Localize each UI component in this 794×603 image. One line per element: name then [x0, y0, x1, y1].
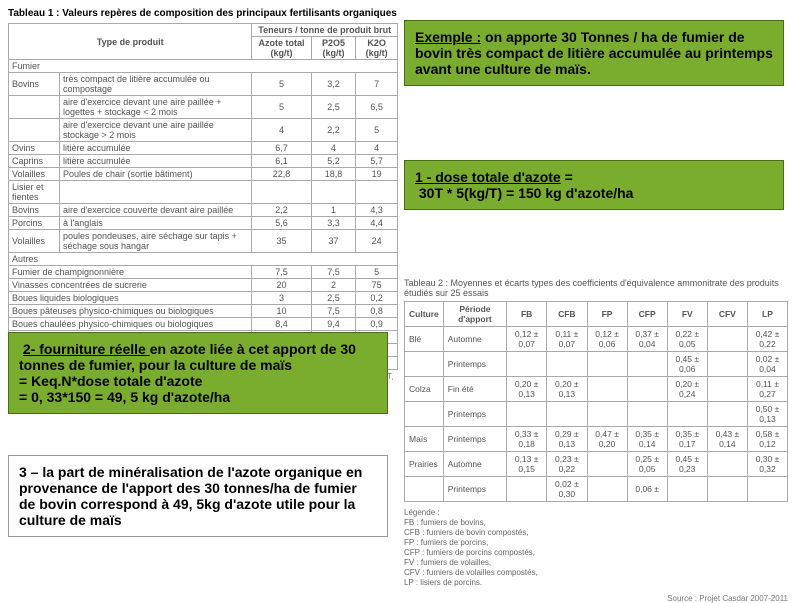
table-row: Vinasses concentrées de sucrerie20275 [9, 279, 398, 292]
t2-col: Période d'apport [443, 302, 506, 327]
box-step3-text: 3 – la part de minéralisation de l'azote… [19, 464, 362, 528]
table-row: Printemps0,45 ± 0,060,02 ± 0,04 [405, 352, 788, 377]
box-step3: 3 – la part de minéralisation de l'azote… [8, 455, 388, 537]
t2-col: CFV [707, 302, 747, 327]
table-row: Boues chaulées physico-chimiques ou biol… [9, 318, 398, 331]
table2-region: Tableau 2 : Moyennes et écarts types des… [404, 278, 788, 603]
table2-source: Source : Projet Casdar 2007-2011 [404, 594, 788, 603]
t1-h-k: K2O (kg/t) [356, 37, 398, 60]
table-row: Porcinsà l'anglais5,63,34,4 [9, 217, 398, 230]
box-example-lead: Exemple : [415, 29, 481, 45]
table-row: Caprinslitière accumulée6,15,25,7 [9, 155, 398, 168]
box-step2: 2- fourniture réelle en azote liée à cet… [8, 332, 388, 414]
t1-sec2: Autres [9, 253, 398, 266]
t2-col: FB [507, 302, 547, 327]
t2-col: LP [747, 302, 787, 327]
t1-h-type: Type de produit [9, 24, 252, 60]
box-step2-lead: 2- fourniture réelle [23, 341, 150, 357]
t1-h-p: P2O5 (kg/t) [311, 37, 356, 60]
table-row: Bovinsaire d'exercice couverte devant ai… [9, 204, 398, 217]
t2-col: FV [667, 302, 707, 327]
box-step1-lead: 1 - dose totale d'azote [415, 169, 561, 185]
box-step1-eq: = [561, 169, 573, 185]
table-row: MaïsPrintemps0,33 ± 0,180,29 ± 0,130,47 … [405, 427, 788, 452]
table-row: aire d'exercice devant une aire paillée … [9, 96, 398, 119]
table-row: BléAutomne0,12 ± 0,070,11 ± 0,070,12 ± 0… [405, 327, 788, 352]
legend-title: Légende : [404, 508, 440, 517]
table-row: Printemps0,02 ± 0,300,06 ± [405, 477, 788, 502]
box-step2-l3: = 0, 33*150 = 49, 5 kg d'azote/ha [19, 389, 230, 405]
table2: CulturePériode d'apportFBCFBFPCFPFVCFVLP… [404, 301, 788, 502]
t2-col: CFB [547, 302, 587, 327]
table-row: Boues pâteuses physico-chimiques ou biol… [9, 305, 398, 318]
table-row: ColzaFin été0,20 ± 0,130,20 ± 0,130,20 ±… [405, 377, 788, 402]
table1: Type de produit Teneurs / tonne de produ… [8, 23, 398, 370]
box-example: Exemple : on apporte 30 Tonnes / ha de f… [404, 20, 784, 86]
table2-legend: Légende : FB : fumiers de bovins,CFB : f… [404, 508, 788, 588]
table-row: Bovinstrès compact de litière accumulée … [9, 73, 398, 96]
table-row: Printemps0,50 ± 0,13 [405, 402, 788, 427]
box-step1-rest: 30T * 5(kg/T) = 150 kg d'azote/ha [419, 185, 634, 201]
table-row: Boues liquides biologiques32,50,2 [9, 292, 398, 305]
table-row: VolaillesPoules de chair (sortie bâtimen… [9, 168, 398, 181]
t2-col: CFP [627, 302, 667, 327]
table-row: Volaillespoules pondeuses, aire séchage … [9, 230, 398, 253]
t2-col: FP [587, 302, 627, 327]
box-step2-l2: = Keq.N*dose totale d'azote [19, 373, 202, 389]
table-row: aire d'exercice devant une aire paillée … [9, 119, 398, 142]
table-row: Fumier de champignonnière7,57,55 [9, 266, 398, 279]
t2-col: Culture [405, 302, 444, 327]
t1-h-n: Azote total (kg/t) [252, 37, 311, 60]
t1-sec1: Fumier [9, 60, 398, 73]
table-row: PrairiesAutomne0,13 ± 0,150,23 ± 0,220,2… [405, 452, 788, 477]
table-row: Lisier et fientes [9, 181, 398, 204]
table1-title: Tableau 1 : Valeurs repères de compositi… [8, 8, 398, 19]
table-row: Ovinslitière accumulée6,744 [9, 142, 398, 155]
box-step1: 1 - dose totale d'azote = 30T * 5(kg/T) … [404, 160, 784, 210]
t1-h-top: Teneurs / tonne de produit brut [252, 24, 398, 37]
table2-title: Tableau 2 : Moyennes et écarts types des… [404, 278, 788, 298]
